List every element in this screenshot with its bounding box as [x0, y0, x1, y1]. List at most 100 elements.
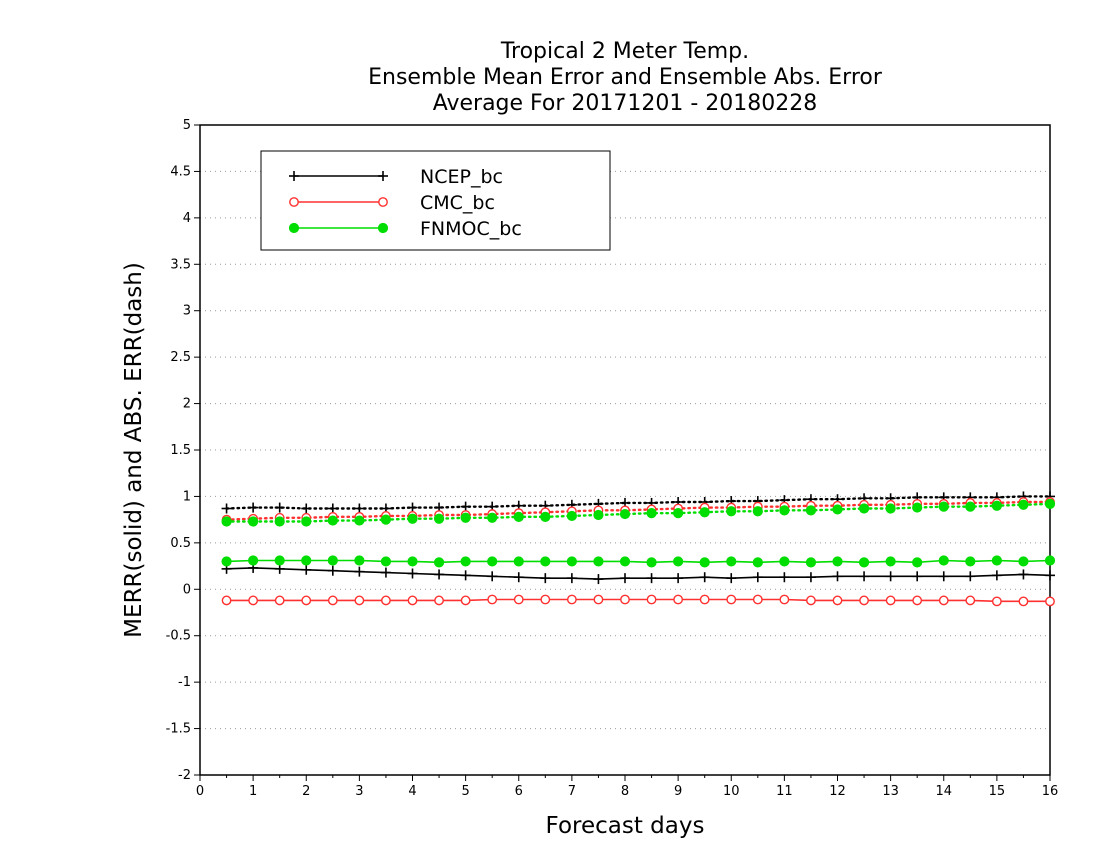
- y-tick-label: 5: [183, 118, 191, 133]
- point-cmc-bc-merr: [248, 595, 259, 606]
- point-ncep-bc-merr: [487, 571, 498, 582]
- legend: NCEP_bc CMC_bc FNMOC_bc: [260, 150, 611, 251]
- point-fnmoc-bc-abs-err: [248, 516, 259, 527]
- point-cmc-bc-merr: [407, 595, 418, 606]
- point-cmc-bc-merr: [221, 595, 232, 606]
- point-fnmoc-bc-merr: [991, 555, 1002, 566]
- point-ncep-bc-abs-err: [301, 503, 312, 514]
- x-tick-label: 6: [515, 784, 523, 799]
- y-tick-label: 1: [183, 489, 191, 504]
- y-tick-label: 2: [183, 397, 191, 412]
- point-ncep-bc-merr: [912, 571, 923, 582]
- point-ncep-bc-abs-err: [327, 503, 338, 514]
- x-tick-label: 4: [408, 784, 416, 799]
- point-ncep-bc-merr: [1018, 569, 1029, 580]
- legend-box: [260, 150, 611, 251]
- point-fnmoc-bc-merr: [354, 555, 365, 566]
- point-cmc-bc-merr: [566, 594, 577, 605]
- point-fnmoc-bc-merr: [1018, 556, 1029, 567]
- y-tick-label: -2: [178, 768, 191, 783]
- point-fnmoc-bc-merr: [619, 556, 631, 567]
- grid-lines: [200, 170, 1050, 730]
- legend-marker-cmc-bc: [289, 197, 299, 207]
- point-cmc-bc-merr: [620, 594, 630, 605]
- legend-marker-cmc-bc: [378, 197, 388, 207]
- point-cmc-bc-merr: [593, 594, 604, 605]
- point-fnmoc-bc-merr: [673, 556, 684, 567]
- x-tick-label: 15: [989, 784, 1006, 799]
- point-ncep-bc-merr: [460, 570, 471, 581]
- legend-marker-fnmoc-bc: [288, 222, 300, 234]
- series-line-fnmoc-bc-merr: [226, 559, 1051, 564]
- point-fnmoc-bc-abs-err: [779, 505, 790, 516]
- point-fnmoc-bc-abs-err: [460, 512, 471, 523]
- point-ncep-bc-merr: [805, 572, 816, 583]
- legend-item-ncep-bc: NCEP_bc: [289, 166, 503, 188]
- point-cmc-bc-merr: [513, 594, 524, 605]
- point-fnmoc-bc-merr: [805, 557, 817, 568]
- point-fnmoc-bc-merr: [407, 556, 418, 567]
- x-axis-label: Forecast days: [546, 813, 705, 839]
- point-ncep-bc-merr: [832, 571, 843, 582]
- x-tick-label: 13: [882, 784, 899, 799]
- x-tick-label: 9: [674, 784, 682, 799]
- point-cmc-bc-merr: [806, 595, 816, 606]
- point-ncep-bc-merr: [726, 573, 737, 584]
- point-fnmoc-bc-abs-err: [327, 515, 338, 526]
- y-tick-label: 0.5: [170, 536, 191, 551]
- point-ncep-bc-abs-err: [354, 503, 365, 514]
- x-tick-label: 11: [776, 784, 793, 799]
- legend-item-cmc-bc: CMC_bc: [289, 192, 495, 214]
- point-fnmoc-bc-merr: [327, 555, 338, 566]
- point-fnmoc-bc-merr: [646, 557, 657, 568]
- point-ncep-bc-abs-err: [407, 502, 418, 513]
- point-fnmoc-bc-merr: [858, 557, 870, 568]
- point-ncep-bc-merr: [540, 573, 551, 584]
- point-fnmoc-bc-abs-err: [221, 516, 232, 527]
- legend-item-fnmoc-bc: FNMOC_bc: [288, 218, 522, 240]
- x-tick-label: 12: [829, 784, 846, 799]
- series-ncep-bc: [221, 491, 1055, 585]
- x-tick-label: 1: [249, 784, 257, 799]
- point-fnmoc-bc-merr: [912, 557, 923, 568]
- point-fnmoc-bc-merr: [965, 556, 976, 567]
- point-ncep-bc-merr: [513, 572, 524, 583]
- point-ncep-bc-abs-err: [248, 502, 259, 513]
- point-fnmoc-bc-abs-err: [699, 507, 710, 518]
- point-ncep-bc-merr: [434, 569, 445, 580]
- point-fnmoc-bc-abs-err: [885, 503, 896, 514]
- point-fnmoc-bc-abs-err: [540, 511, 551, 522]
- point-cmc-bc-merr: [885, 595, 896, 606]
- point-fnmoc-bc-abs-err: [354, 515, 365, 526]
- point-fnmoc-bc-abs-err: [938, 501, 949, 512]
- y-tick-label: 4: [183, 211, 191, 226]
- point-ncep-bc-merr: [646, 573, 657, 584]
- point-fnmoc-bc-abs-err: [433, 513, 445, 524]
- point-ncep-bc-merr: [354, 566, 365, 577]
- point-cmc-bc-merr: [673, 594, 684, 605]
- point-fnmoc-bc-merr: [487, 556, 498, 567]
- series-group: [221, 491, 1056, 607]
- x-tick-label: 3: [355, 784, 363, 799]
- x-tick-label: 0: [196, 784, 204, 799]
- y-tick-label: 1.5: [170, 443, 191, 458]
- series-line-cmc-bc-abs-err: [225, 500, 1052, 521]
- point-fnmoc-bc-abs-err: [912, 502, 923, 513]
- y-tick-label: 0: [183, 582, 191, 597]
- point-cmc-bc-merr: [354, 595, 365, 606]
- point-cmc-bc-merr: [381, 595, 391, 606]
- point-fnmoc-bc-abs-err: [965, 501, 976, 512]
- point-fnmoc-bc-merr: [301, 555, 312, 566]
- point-fnmoc-bc-abs-err: [1018, 499, 1029, 510]
- point-fnmoc-bc-merr: [593, 556, 604, 567]
- point-fnmoc-bc-abs-err: [991, 500, 1002, 511]
- point-cmc-bc-merr: [274, 595, 285, 606]
- point-cmc-bc-merr: [779, 594, 790, 605]
- point-fnmoc-bc-abs-err: [513, 511, 524, 522]
- x-tick-label: 10: [723, 784, 740, 799]
- point-fnmoc-bc-abs-err: [805, 505, 817, 516]
- point-cmc-bc-merr: [434, 595, 444, 606]
- point-fnmoc-bc-merr: [248, 555, 259, 566]
- point-fnmoc-bc-abs-err: [593, 509, 604, 521]
- series-fnmoc-bc: [221, 498, 1056, 568]
